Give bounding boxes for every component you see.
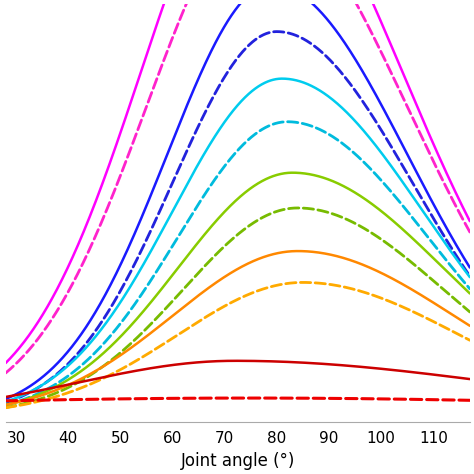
X-axis label: Joint angle (°): Joint angle (°) [181,452,295,470]
